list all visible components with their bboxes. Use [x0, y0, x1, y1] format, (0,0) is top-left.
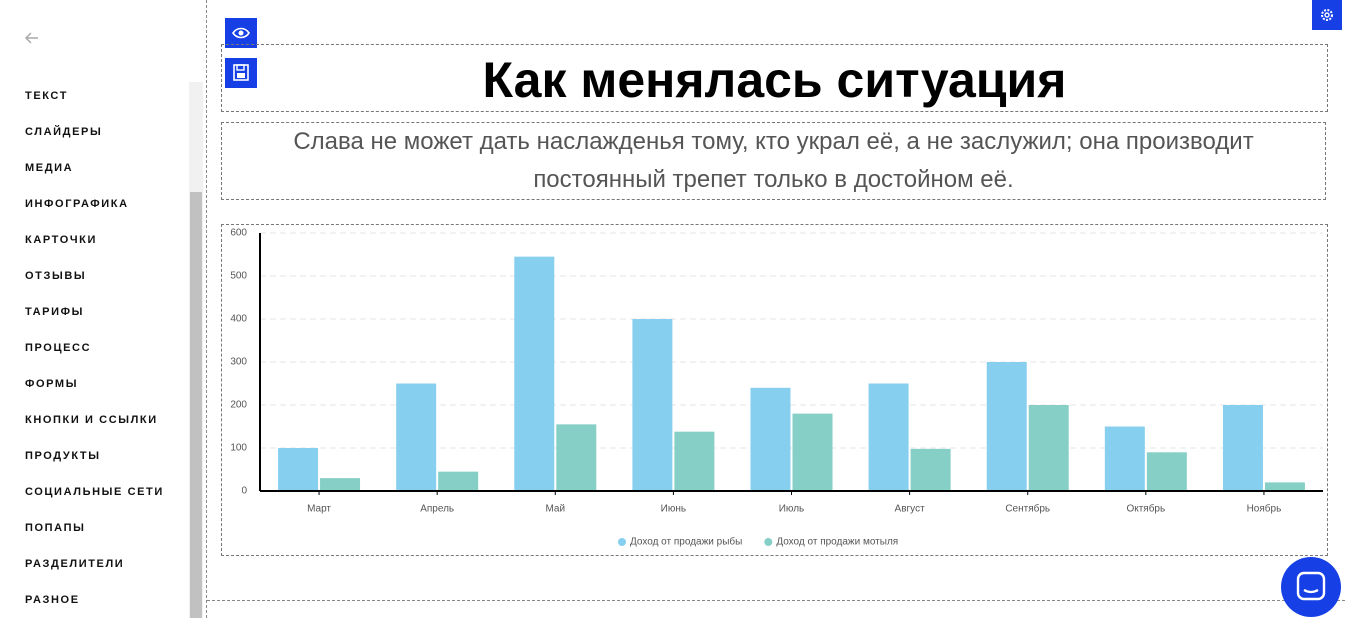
- chat-button[interactable]: [1281, 557, 1341, 617]
- legend-label: Доход от продажи мотыля: [776, 537, 898, 548]
- bar: [320, 478, 361, 491]
- bar: [1222, 405, 1263, 491]
- menu-item[interactable]: КНОПКИ И ССЫЛКИ: [25, 414, 158, 426]
- legend-label: Доход от продажи рыбы: [630, 536, 742, 548]
- legend-marker: [618, 538, 626, 546]
- menu-item[interactable]: ФОРМЫ: [25, 378, 79, 390]
- x-tick-label: Май: [545, 504, 565, 515]
- menu-item[interactable]: МЕДИА: [25, 162, 74, 174]
- menu-item[interactable]: СОЦИАЛЬНЫЕ СЕТИ: [25, 486, 164, 498]
- menu-item[interactable]: СЛАЙДЕРЫ: [25, 126, 103, 138]
- x-tick-label: Апрель: [420, 504, 454, 515]
- menu-item[interactable]: ПРОДУКТЫ: [25, 450, 101, 462]
- bar: [1264, 482, 1305, 491]
- y-tick-label: 100: [230, 443, 247, 454]
- back-arrow[interactable]: [22, 28, 42, 48]
- bar: [986, 362, 1027, 491]
- x-tick-label: Ноябрь: [1247, 503, 1282, 515]
- bar: [868, 383, 909, 491]
- title: Как менялась ситуация: [221, 44, 1328, 112]
- x-tick-label: Март: [307, 504, 331, 515]
- bar: [1146, 452, 1187, 491]
- sidebar: ТЕКСТ СЛАЙДЕРЫ МЕДИА ИНФОГРАФИКА КАРТОЧКИ ОТЗ…: [0, 0, 205, 618]
- y-tick-label: 600: [230, 228, 247, 239]
- bar: [556, 424, 597, 491]
- bar: [792, 413, 833, 491]
- menu-item[interactable]: ТЕКСТ: [25, 90, 69, 102]
- chart-block: 0 100 200 300 400 500 600 Март Апрель Май Июнь Июль…: [221, 224, 1328, 556]
- menu-item[interactable]: РАЗДЕЛИТЕЛИ: [25, 558, 125, 570]
- bar: [1104, 426, 1145, 491]
- settings-button[interactable]: [1312, 0, 1342, 30]
- subtitle: Слава не может дать наслажденья тому, кт…: [221, 122, 1326, 200]
- bar: [514, 256, 555, 491]
- bar: [632, 319, 673, 491]
- menu-item[interactable]: РАЗНОЕ: [25, 594, 80, 606]
- bar: [910, 448, 951, 491]
- x-tick-label: Октябрь: [1126, 503, 1165, 515]
- y-tick-label: 200: [230, 400, 247, 411]
- menu-item[interactable]: ПРОЦЕСС: [25, 342, 92, 354]
- chart: 0 100 200 300 400 500 600 Март Апрель Май Июнь Июль…: [230, 228, 1323, 548]
- y-tick-label: 300: [230, 357, 247, 368]
- preview-button[interactable]: [225, 18, 257, 48]
- menu-item[interactable]: ОТЗЫВЫ: [25, 270, 87, 282]
- bar: [1028, 405, 1069, 491]
- y-tick-label: 0: [241, 486, 247, 497]
- menu-item[interactable]: КАРТОЧКИ: [25, 234, 98, 246]
- bar: [278, 448, 319, 491]
- divider: [206, 0, 207, 618]
- x-tick-label: Сентябрь: [1005, 503, 1050, 515]
- x-tick-label: Август: [895, 504, 926, 515]
- y-tick-label: 400: [230, 314, 247, 325]
- y-tick-label: 500: [230, 271, 247, 282]
- bar: [750, 387, 791, 491]
- bar: [674, 431, 715, 491]
- save-button[interactable]: [225, 58, 257, 88]
- x-tick-label: Июнь: [661, 504, 686, 515]
- bar: [396, 383, 437, 491]
- legend-marker: [764, 538, 773, 546]
- menu-item[interactable]: ПОПАПЫ: [25, 522, 86, 534]
- x-tick-label: Июль: [779, 504, 805, 515]
- menu-item[interactable]: ИНФОГРАФИКА: [25, 198, 129, 210]
- bar: [438, 471, 479, 491]
- scrollbar-thumb[interactable]: [190, 192, 202, 618]
- section-border: [207, 600, 1345, 601]
- menu-item[interactable]: ТАРИФЫ: [25, 306, 84, 318]
